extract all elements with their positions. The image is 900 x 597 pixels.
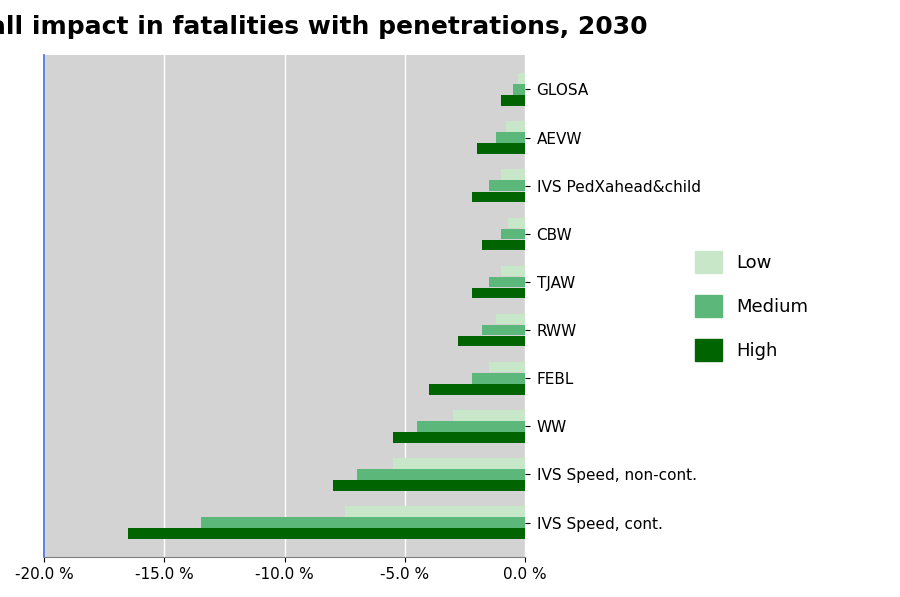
Bar <box>477 143 525 154</box>
Bar <box>500 229 525 239</box>
Bar <box>356 469 525 480</box>
Bar <box>500 266 525 276</box>
Bar <box>417 421 525 432</box>
Bar <box>489 362 525 373</box>
Bar <box>482 239 525 250</box>
Bar <box>457 336 525 346</box>
Bar <box>201 518 525 528</box>
Bar <box>482 325 525 336</box>
Bar <box>392 458 525 469</box>
Bar <box>506 121 525 132</box>
Bar <box>129 528 525 539</box>
Bar <box>496 133 525 143</box>
Bar <box>428 384 525 395</box>
Bar <box>472 288 525 298</box>
Legend: Low, Medium, High: Low, Medium, High <box>688 244 815 368</box>
Bar <box>508 217 525 228</box>
Title: Overall impact in fatalities with penetrations, 2030: Overall impact in fatalities with penetr… <box>0 15 647 39</box>
Bar <box>472 373 525 383</box>
Bar <box>500 96 525 106</box>
Bar <box>513 84 525 95</box>
Bar <box>333 480 525 491</box>
Bar <box>472 192 525 202</box>
Bar <box>489 276 525 287</box>
Bar <box>392 432 525 443</box>
Bar <box>453 410 525 421</box>
Bar <box>345 506 525 517</box>
Bar <box>496 314 525 324</box>
Bar <box>489 180 525 191</box>
Bar <box>500 170 525 180</box>
Bar <box>518 73 525 84</box>
